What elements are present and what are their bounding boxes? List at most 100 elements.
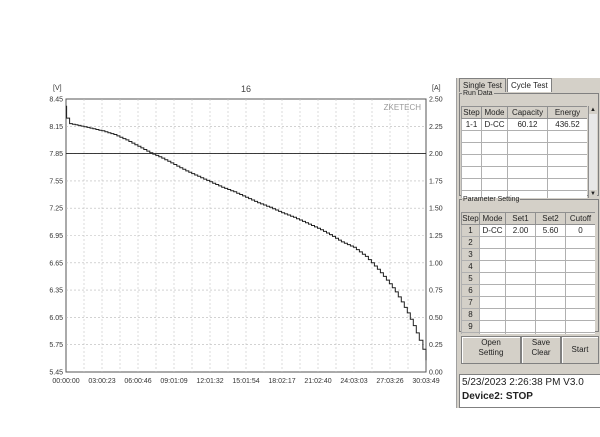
param-step: 1 [461, 224, 480, 237]
parameter-grid[interactable]: Step Mode Set1 Set2 Cutoff 1 D-CC 2.00 5.60… [461, 212, 595, 334]
param-mode [479, 320, 506, 333]
param-set1 [505, 320, 536, 333]
param-step: 3 [461, 248, 480, 261]
param-step: 8 [461, 308, 480, 321]
x-tick-label: 30:03:49 [412, 378, 439, 385]
param-set2 [535, 284, 566, 297]
y-left-tick-label: 6.35 [49, 288, 63, 295]
save-clear-button[interactable]: Save Clear [521, 336, 561, 364]
discharge-chart: 8.45 2.50 8.15 2.25 7.85 2.00 7.55 1.75 7.25 1.50… [49, 84, 443, 385]
tab-cycle-test[interactable]: Cycle Test [507, 78, 552, 92]
param-step: 2 [461, 236, 480, 249]
param-set1 [505, 236, 536, 249]
y-left-tick-label: 7.25 [49, 206, 63, 213]
param-cutoff [565, 272, 595, 285]
run-step: 1-1 [461, 118, 482, 131]
x-tick-label: 00:00:00 [52, 378, 79, 385]
param-step: 5 [461, 272, 480, 285]
chart-title: 16 [241, 84, 251, 94]
start-button[interactable]: Start [561, 336, 599, 364]
param-set2 [535, 320, 566, 333]
param-mode [479, 332, 506, 334]
x-tick-label: 18:02:17 [268, 378, 295, 385]
control-panel: Single Test Cycle Test Run Data Step Mod… [456, 78, 600, 408]
table-row [461, 142, 587, 155]
param-set2 [535, 272, 566, 285]
x-tick-label: 06:00:46 [124, 378, 151, 385]
param-set2 [535, 248, 566, 261]
y-left-tick-label: 7.55 [49, 178, 63, 185]
y-right-tick-label: 1.50 [429, 206, 443, 213]
y-right-tick-label: 1.25 [429, 233, 443, 240]
table-row[interactable]: 8 [461, 308, 595, 321]
param-mode [479, 284, 506, 297]
table-row[interactable]: 1 D-CC 2.00 5.60 0 [461, 224, 595, 237]
param-step: 7 [461, 296, 480, 309]
y-right-tick-label: 2.00 [429, 151, 443, 158]
table-row [461, 178, 587, 191]
param-header-step: Step [461, 212, 480, 225]
table-row[interactable]: 1-1 D-CC 60.12 436.52 [461, 118, 587, 131]
voltage-series-line [66, 105, 427, 361]
run-data-scrollbar[interactable]: ▲ ▼ [588, 106, 597, 198]
table-row [461, 190, 587, 198]
y-right-tick-label: 2.25 [429, 124, 443, 131]
param-step: 6 [461, 284, 480, 297]
table-row[interactable]: 5 [461, 272, 595, 285]
app-window: 8.45 2.50 8.15 2.25 7.85 2.00 7.55 1.75 7.25 1.50… [36, 78, 600, 408]
table-row[interactable]: 7 [461, 296, 595, 309]
chart-panel: 8.45 2.50 8.15 2.25 7.85 2.00 7.55 1.75 7.25 1.50… [36, 78, 456, 408]
run-data-group: Run Data Step Mode Capacity Energy 1-1 D… [459, 90, 599, 198]
scroll-up-icon[interactable]: ▲ [589, 106, 597, 114]
param-set1 [505, 260, 536, 273]
param-cutoff [565, 296, 595, 309]
param-set1 [505, 296, 536, 309]
y-right-tick-label: 0.50 [429, 315, 443, 322]
param-header-mode: Mode [479, 212, 506, 225]
run-capacity: 60.12 [507, 118, 548, 131]
table-row[interactable]: 2 [461, 236, 595, 249]
y-left-tick-label: 8.45 [49, 97, 63, 104]
x-tick-label: 12:01:32 [196, 378, 223, 385]
tab-single-test[interactable]: Single Test [459, 78, 506, 92]
table-row[interactable]: 9 [461, 320, 595, 333]
run-data-grid[interactable]: Step Mode Capacity Energy 1-1 D-CC 60.12… [461, 106, 587, 198]
table-row [461, 166, 587, 179]
param-mode [479, 296, 506, 309]
param-mode [479, 260, 506, 273]
param-set1 [505, 272, 536, 285]
param-set1 [505, 332, 536, 334]
open-setting-button[interactable]: Open Setting [461, 336, 521, 364]
parameter-setting-legend: Parameter Setting [463, 196, 520, 203]
param-cutoff [565, 332, 595, 334]
run-header-capacity: Capacity [507, 106, 548, 119]
param-set1 [505, 284, 536, 297]
y-right-tick-label: 2.50 [429, 97, 443, 104]
run-mode: D-CC [481, 118, 508, 131]
param-set2 [535, 332, 566, 334]
table-row[interactable]: 6 [461, 284, 595, 297]
y-right-unit: [A] [432, 85, 441, 92]
y-right-tick-label: 1.00 [429, 260, 443, 267]
param-step: 4 [461, 260, 480, 273]
param-cutoff [565, 308, 595, 321]
run-energy: 436.52 [547, 118, 587, 131]
y-left-unit: [V] [53, 85, 62, 92]
table-row[interactable]: 3 [461, 248, 595, 261]
status-box: 5/23/2023 2:26:38 PM V3.0 Device2: STOP [459, 374, 600, 408]
table-row[interactable]: 10 [461, 332, 595, 334]
param-set2 [535, 236, 566, 249]
param-cutoff [565, 236, 595, 249]
param-header-set2: Set2 [535, 212, 566, 225]
param-cutoff [565, 248, 595, 261]
run-data-legend: Run Data [463, 90, 493, 97]
tab-bar: Single Test Cycle Test [459, 78, 553, 92]
status-device: Device2: STOP [462, 391, 533, 402]
run-header-mode: Mode [481, 106, 508, 119]
x-tick-label: 09:01:09 [160, 378, 187, 385]
scroll-down-icon[interactable]: ▼ [589, 190, 597, 198]
param-set1 [505, 248, 536, 261]
param-mode [479, 272, 506, 285]
y-left-tick-label: 6.95 [49, 233, 63, 240]
table-row[interactable]: 4 [461, 260, 595, 273]
